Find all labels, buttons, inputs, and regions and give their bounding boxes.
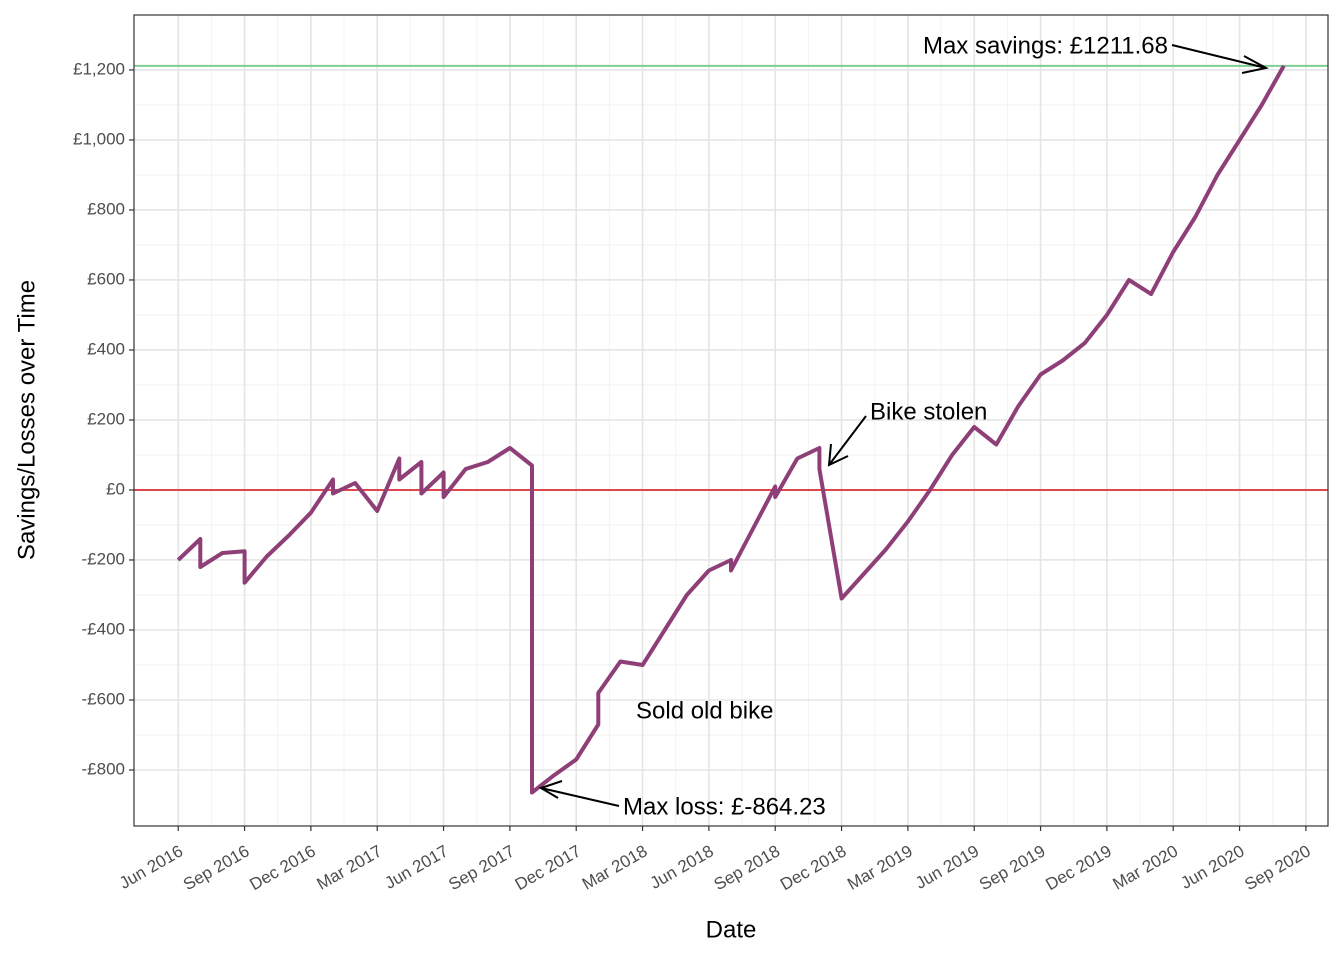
x-tick-label: Mar 2019 — [844, 841, 916, 893]
y-tick-label: -£800 — [82, 759, 125, 778]
x-tick-label: Jun 2016 — [116, 841, 186, 892]
annotation-arrow — [827, 415, 867, 467]
y-tick-label: £600 — [87, 269, 125, 288]
x-tick-label: Jun 2018 — [647, 841, 717, 892]
x-tick-label: Sep 2018 — [711, 841, 784, 894]
x-tick-label: Mar 2017 — [314, 841, 386, 893]
x-axis-label: Date — [706, 916, 757, 943]
x-tick-label: Sep 2020 — [1241, 841, 1314, 894]
annotation: Sold old bike — [636, 697, 773, 724]
x-tick-label: Jun 2019 — [912, 841, 982, 892]
x-tick-label: Dec 2017 — [512, 841, 585, 894]
x-tick-label: Dec 2018 — [777, 841, 850, 894]
annotation: Bike stolen — [870, 398, 987, 425]
annotation: Max loss: £-864.23 — [623, 793, 826, 820]
data-line — [176, 64, 1286, 795]
x-tick-label: Dec 2016 — [246, 841, 319, 894]
annotation-arrow — [1171, 44, 1269, 74]
y-tick-label: £800 — [87, 199, 125, 218]
y-tick-label: £1,000 — [73, 129, 125, 148]
x-tick-label: Jun 2017 — [381, 841, 451, 892]
y-tick-label: £200 — [87, 409, 125, 428]
y-tick-label: £1,200 — [73, 59, 125, 78]
x-tick-label: Sep 2016 — [180, 841, 253, 894]
y-tick-label: £0 — [106, 479, 125, 498]
y-tick-label: -£400 — [82, 619, 125, 638]
x-tick-label: Dec 2019 — [1042, 841, 1115, 894]
annotation-arrow — [538, 780, 620, 807]
x-tick-label: Mar 2018 — [579, 841, 651, 893]
y-axis-label: Savings/Losses over Time — [13, 280, 40, 560]
x-tick-label: Sep 2019 — [976, 841, 1049, 894]
x-tick-label: Mar 2020 — [1110, 841, 1182, 893]
x-tick-label: Sep 2017 — [445, 841, 518, 894]
y-tick-label: £400 — [87, 339, 125, 358]
annotation: Max savings: £1211.68 — [923, 32, 1168, 59]
y-tick-label: -£200 — [82, 549, 125, 568]
plot-area — [134, 15, 1328, 826]
x-tick-label: Jun 2020 — [1177, 841, 1247, 892]
y-tick-label: -£600 — [82, 689, 125, 708]
